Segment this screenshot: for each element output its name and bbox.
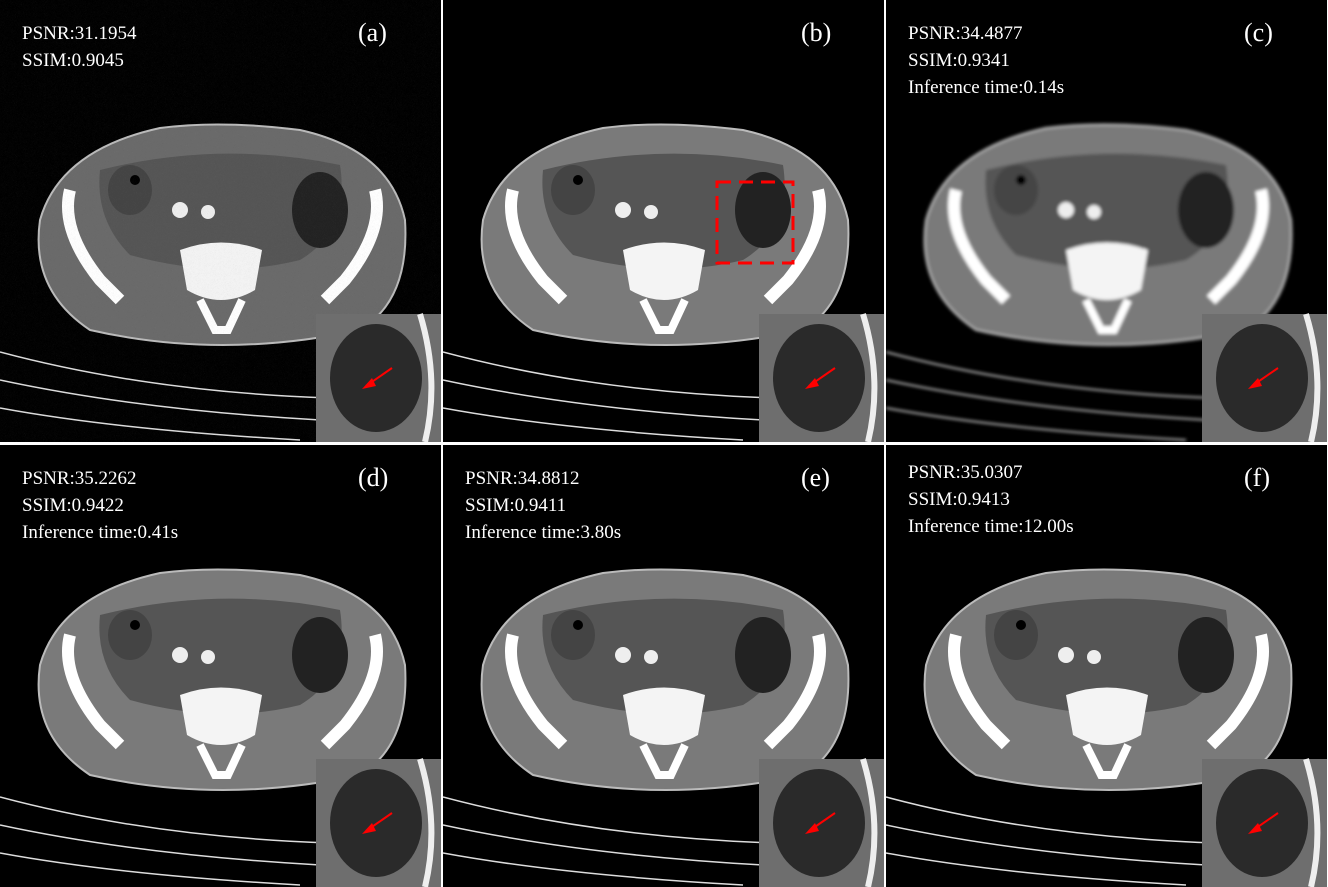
ssim-value: SSIM:0.9341 bbox=[908, 50, 1010, 71]
abdomen bbox=[985, 153, 1228, 269]
abdomen bbox=[99, 598, 342, 714]
red-arrow-icon bbox=[362, 367, 393, 389]
ct-panel: PSNR:34.4877 SSIM:0.9341 Inference time:… bbox=[886, 0, 1327, 442]
abdomen bbox=[985, 598, 1228, 714]
table-curve bbox=[443, 824, 764, 866]
iliac-bone-right bbox=[1206, 188, 1269, 305]
abdomen bbox=[542, 598, 785, 714]
table-curve bbox=[886, 351, 1217, 399]
red-arrow-icon bbox=[362, 812, 393, 834]
ssim-value: SSIM:0.9413 bbox=[908, 489, 1010, 510]
iliac-bone-left bbox=[505, 188, 568, 305]
ct-panel: PSNR:31.1954 SSIM:0.9045 (a) bbox=[0, 0, 441, 442]
panel-label: (e) bbox=[801, 463, 830, 492]
zoom-inset bbox=[1202, 758, 1327, 887]
iliac-bone-left bbox=[505, 633, 568, 750]
table-curve bbox=[0, 852, 301, 886]
zoom-inset bbox=[759, 313, 884, 442]
table-curve bbox=[0, 796, 331, 844]
ct-scan-image bbox=[443, 123, 884, 442]
zoom-inset bbox=[316, 758, 441, 887]
psnr-value: PSNR:35.2262 bbox=[22, 468, 137, 489]
panel-label: (d) bbox=[358, 463, 389, 492]
ct-panel: (b) bbox=[443, 0, 884, 442]
ssim-value: SSIM:0.9045 bbox=[22, 50, 124, 71]
panel-label: (c) bbox=[1244, 18, 1273, 47]
inference-time: Inference time:0.41s bbox=[22, 522, 179, 543]
table-curve bbox=[886, 852, 1187, 886]
inference-time: Inference time:12.00s bbox=[908, 516, 1074, 537]
table-curve bbox=[886, 824, 1207, 866]
psnr-value: PSNR:34.4877 bbox=[908, 23, 1023, 44]
ct-scan-image bbox=[886, 568, 1327, 887]
red-arrow-icon bbox=[1248, 812, 1279, 834]
table-curve bbox=[443, 379, 764, 421]
table-curve bbox=[0, 824, 321, 866]
panel-label: (a) bbox=[358, 18, 387, 47]
ssim-value: SSIM:0.9411 bbox=[465, 495, 567, 516]
ct-panel: PSNR:35.0307 SSIM:0.9413 Inference time:… bbox=[886, 445, 1327, 887]
red-arrow-icon bbox=[805, 812, 836, 834]
table-curve bbox=[443, 796, 774, 844]
inference-time: Inference time:3.80s bbox=[465, 522, 622, 543]
inference-time: Inference time:0.14s bbox=[908, 77, 1065, 98]
red-arrow-icon bbox=[1248, 367, 1279, 389]
ct-scan-image bbox=[886, 123, 1327, 442]
spine bbox=[1066, 687, 1148, 745]
ct-panel: PSNR:35.2262 SSIM:0.9422 Inference time:… bbox=[0, 445, 441, 887]
spine bbox=[623, 242, 705, 300]
ssim-value: SSIM:0.9422 bbox=[22, 495, 124, 516]
iliac-bone-left bbox=[62, 633, 125, 750]
spine bbox=[1066, 242, 1148, 300]
ct-scan-image bbox=[0, 568, 441, 887]
table-curve bbox=[443, 351, 774, 399]
iliac-bone-right bbox=[1206, 633, 1269, 750]
zoom-inset bbox=[1202, 313, 1327, 442]
psnr-value: PSNR:35.0307 bbox=[908, 462, 1023, 483]
panel-label: (f) bbox=[1244, 463, 1270, 492]
roi-dashed-box bbox=[715, 180, 795, 265]
iliac-bone-left bbox=[948, 633, 1011, 750]
red-arrow-icon bbox=[805, 367, 836, 389]
table-curve bbox=[886, 379, 1207, 421]
spine bbox=[180, 687, 262, 745]
ct-panel: PSNR:34.8812 SSIM:0.9411 Inference time:… bbox=[443, 445, 884, 887]
table-curve bbox=[886, 796, 1217, 844]
table-curve bbox=[886, 407, 1187, 441]
ct-scan-image bbox=[0, 0, 441, 442]
panel-label: (b) bbox=[801, 18, 832, 47]
iliac-bone-right bbox=[763, 188, 826, 305]
psnr-value: PSNR:34.8812 bbox=[465, 468, 580, 489]
iliac-bone-left bbox=[948, 188, 1011, 305]
table-curve bbox=[443, 407, 744, 441]
iliac-bone-right bbox=[320, 633, 383, 750]
psnr-value: PSNR:31.1954 bbox=[22, 23, 137, 44]
ct-scan-image bbox=[443, 568, 884, 887]
zoom-inset bbox=[759, 758, 884, 887]
iliac-bone-right bbox=[763, 633, 826, 750]
spine bbox=[623, 687, 705, 745]
zoom-inset bbox=[316, 313, 441, 442]
table-curve bbox=[443, 852, 744, 886]
